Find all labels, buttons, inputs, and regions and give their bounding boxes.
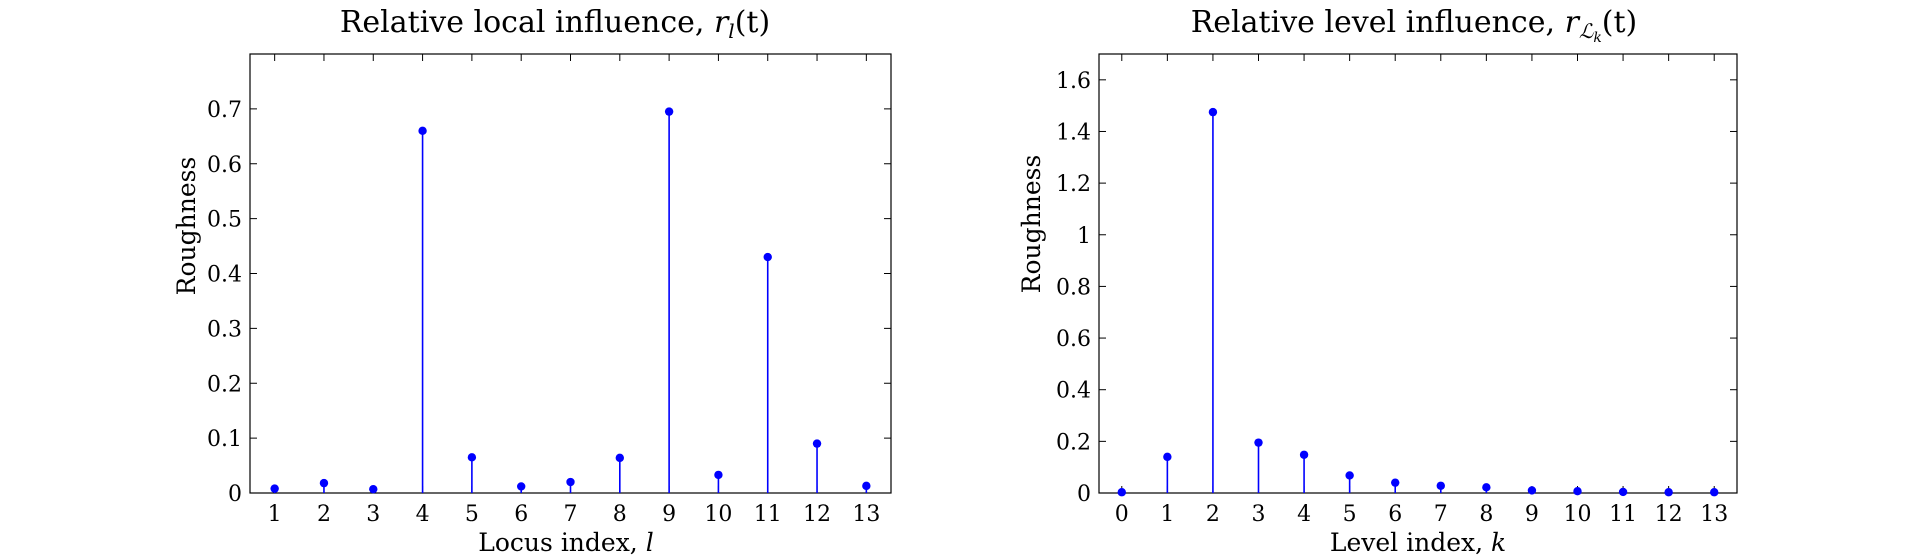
- x-axis-label: Locus index, l: [478, 528, 653, 555]
- x-label-math: k: [1491, 528, 1506, 555]
- y-axis-label: Roughness: [172, 157, 201, 296]
- stem-marker: [1391, 478, 1400, 487]
- y-tick-label: 0.6: [1056, 327, 1091, 352]
- stem-marker: [467, 453, 477, 462]
- title-subsubscript: k: [1593, 30, 1601, 46]
- x-tick-label: 10: [704, 502, 732, 527]
- stem-marker: [1117, 488, 1126, 497]
- y-tick-label: 0.4: [207, 263, 242, 288]
- y-tick-label: 0.8: [1056, 275, 1091, 300]
- title-tail: (t): [1602, 5, 1637, 40]
- y-tick-label: 0.6: [207, 153, 242, 178]
- x-tick-label: 4: [416, 502, 430, 527]
- y-tick-label: 0.3: [207, 317, 242, 342]
- x-tick-label: 11: [1609, 502, 1637, 527]
- y-axis-label: Roughness: [1017, 155, 1046, 294]
- x-tick-label: 10: [1564, 502, 1592, 527]
- title-subscript: l: [728, 19, 734, 43]
- stem-marker: [812, 439, 822, 448]
- stem-marker: [615, 453, 625, 463]
- x-tick-label: 8: [1479, 502, 1493, 527]
- y-tick-label: 0.4: [1056, 379, 1091, 404]
- y-tick-label: 0: [1077, 482, 1091, 507]
- y-tick-label: 1.2: [1056, 172, 1091, 197]
- stem-marker: [1482, 483, 1491, 492]
- y-tick-label: 0.7: [207, 98, 242, 123]
- stem-marker: [319, 478, 329, 488]
- x-tick-label: 4: [1297, 502, 1311, 527]
- x-tick-label: 9: [662, 502, 676, 527]
- x-tick-label: 5: [1343, 502, 1357, 527]
- y-tick-label: 1.4: [1056, 120, 1091, 145]
- x-tick-label: 12: [803, 502, 831, 527]
- y-tick-label: 1: [1077, 224, 1091, 249]
- stem-marker: [714, 470, 723, 480]
- x-axis-label: Level index, k: [1330, 528, 1506, 555]
- title-text: Relative local influence,: [340, 5, 714, 40]
- chart-level-influence: Relative level influence, rℒk(t) Roughne…: [1017, 5, 1738, 555]
- y-tick-label: 0.2: [207, 372, 242, 397]
- x-tick-label: 13: [852, 502, 880, 527]
- x-tick-label: 3: [1252, 502, 1266, 527]
- stem-marker: [1710, 488, 1719, 497]
- x-tick-label: 13: [1700, 502, 1728, 527]
- stem-marker: [1163, 452, 1172, 462]
- stem-marker: [1527, 486, 1537, 495]
- stem-marker: [1618, 487, 1628, 497]
- title-tail: (t): [735, 5, 770, 40]
- title-text: Relative level influence,: [1191, 5, 1565, 40]
- y-tick-label: 0: [228, 482, 242, 507]
- x-tick-label: 9: [1525, 502, 1539, 527]
- x-tick-label: 12: [1655, 502, 1683, 527]
- x-tick-label: 7: [1434, 502, 1448, 527]
- stem-marker: [369, 484, 378, 494]
- stem-marker: [418, 126, 427, 136]
- x-label-text: Level index,: [1330, 528, 1491, 555]
- stem-marker: [1573, 486, 1582, 496]
- y-tick-label: 0.2: [1056, 430, 1091, 455]
- x-label-math: l: [646, 528, 654, 555]
- x-tick-label: 6: [1388, 502, 1402, 527]
- stem-marker: [1208, 107, 1218, 117]
- title-math: r: [714, 5, 730, 40]
- y-tick-label: 0.5: [207, 208, 242, 233]
- y-tick-label: 0.1: [207, 427, 242, 452]
- x-tick-label: 1: [1160, 502, 1174, 527]
- y-tick-label: 1.6: [1056, 69, 1091, 94]
- x-tick-label: 6: [514, 502, 528, 527]
- plot-frame: [249, 53, 892, 494]
- stem-marker: [1664, 488, 1673, 497]
- x-tick-label: 7: [564, 502, 578, 527]
- chart-title: Relative level influence, rℒk(t): [1191, 5, 1638, 46]
- stem-marker: [1345, 471, 1354, 480]
- x-label-text: Locus index,: [478, 528, 645, 555]
- title-math: r: [1565, 5, 1581, 40]
- stem-marker: [862, 481, 871, 491]
- x-tick-label: 11: [754, 502, 782, 527]
- chart-title: Relative local influence, rl(t): [340, 5, 770, 43]
- x-tick-label: 1: [268, 502, 282, 527]
- x-tick-label: 0: [1115, 502, 1129, 527]
- plot-frame: [1098, 53, 1738, 494]
- stem-marker: [1436, 481, 1445, 490]
- x-tick-label: 8: [613, 502, 627, 527]
- stem-marker: [1254, 438, 1263, 447]
- chart-local-influence: Relative local influence, rl(t) Roughnes…: [172, 5, 892, 555]
- stem-marker: [763, 252, 772, 262]
- x-tick-label: 5: [465, 502, 479, 527]
- x-tick-label: 3: [366, 502, 380, 527]
- x-tick-label: 2: [317, 502, 331, 527]
- stem-marker: [664, 107, 674, 116]
- stem-marker: [270, 484, 279, 493]
- stem-marker: [516, 482, 526, 491]
- title-subscript: ℒ: [1579, 19, 1594, 43]
- x-tick-label: 2: [1206, 502, 1220, 527]
- stem-marker: [1299, 450, 1309, 459]
- stem-marker: [566, 477, 575, 487]
